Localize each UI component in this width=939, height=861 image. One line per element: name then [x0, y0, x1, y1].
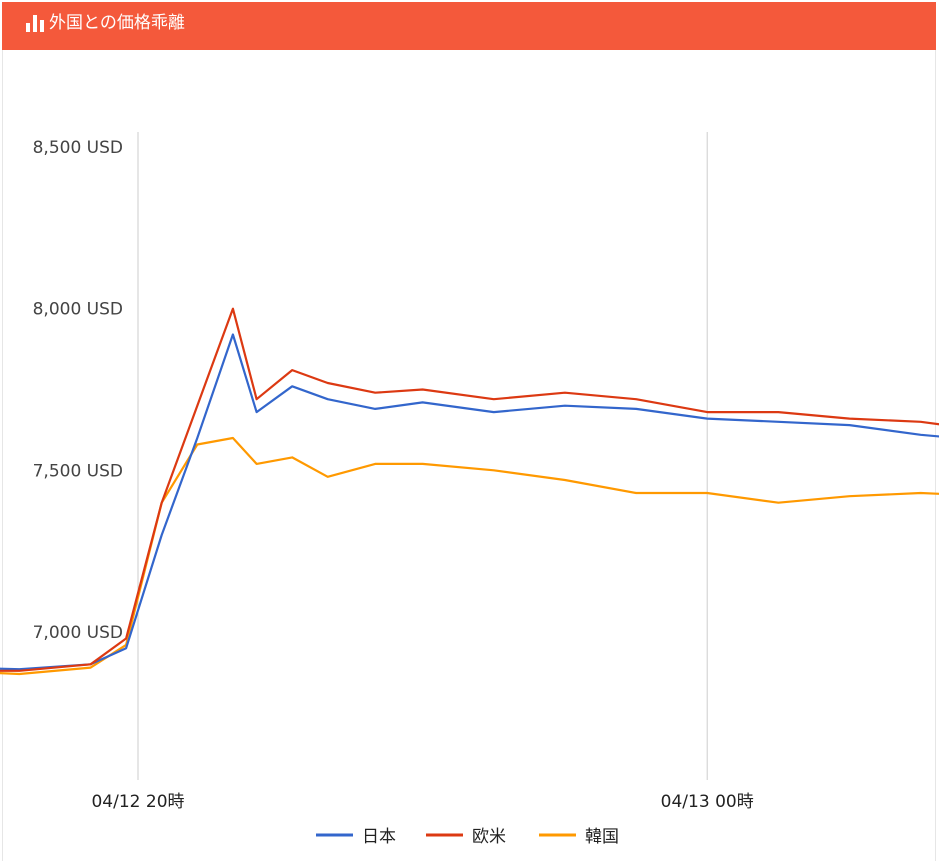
x-tick-label: 04/13 00時 — [661, 792, 754, 812]
gridlines — [137, 132, 708, 780]
legend-label: 欧米 — [472, 827, 506, 847]
legend-label: 日本 — [362, 827, 396, 847]
panel-header: 外国との価格乖離 — [2, 2, 936, 50]
y-tick-label: 8,500 USD — [33, 138, 123, 158]
y-tick-label: 8,000 USD — [33, 300, 123, 320]
y-tick-label: 7,000 USD — [33, 623, 123, 643]
series-line-1 — [0, 307, 939, 672]
series-lines — [0, 307, 939, 676]
bar-chart-icon — [26, 15, 44, 32]
y-axis-ticks: 7,000 USD 7,500 USD 8,000 USD 8,500 USD — [33, 138, 123, 643]
series-line-2 — [0, 436, 939, 676]
series-line-0 — [0, 333, 939, 671]
x-tick-label: 04/12 20時 — [91, 792, 184, 812]
y-tick-label: 7,500 USD — [33, 461, 123, 481]
legend-label: 韓国 — [585, 827, 619, 847]
panel-title: 外国との価格乖離 — [49, 13, 185, 33]
legend: 日本 欧米 韓国 — [316, 827, 619, 847]
